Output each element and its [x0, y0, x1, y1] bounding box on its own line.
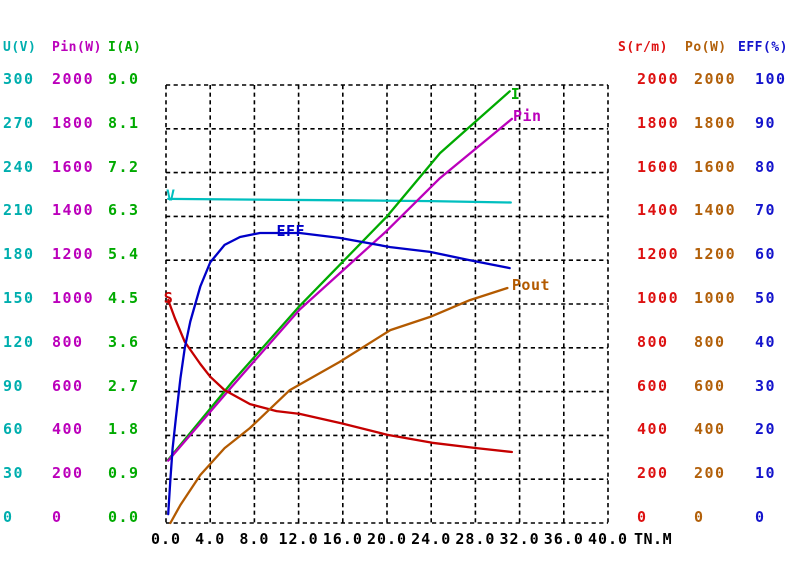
y-axis-tick: 70 [755, 201, 777, 220]
y-axis-tick: 400 [52, 420, 84, 439]
x-axis-tick: 40.0 [587, 530, 629, 548]
x-axis-tick: 20.0 [366, 530, 408, 548]
y-axis-tick: 60 [3, 420, 25, 439]
y-axis-tick: 200 [637, 464, 669, 483]
y-axis-tick: 1200 [694, 245, 737, 264]
y-axis-tick: 600 [637, 376, 669, 395]
y-axis-tick: 400 [694, 420, 726, 439]
left-axis-header-uv: U(V) [3, 40, 37, 55]
y-axis-tick: 1200 [637, 245, 680, 264]
x-axis-tick: 36.0 [543, 530, 584, 548]
left-axis-header-ia: I(A) [108, 40, 142, 55]
x-axis-tick: 24.0 [411, 530, 452, 548]
y-axis-tick: 2000 [637, 70, 680, 88]
curve-label-i: I [511, 85, 521, 103]
y-axis-tick: 2.7 [108, 376, 140, 395]
x-axis-tick: 0.0 [150, 530, 182, 548]
x-axis-tick: 8.0 [239, 530, 270, 548]
y-axis-tick: 30 [3, 464, 25, 483]
y-axis-tick: 1400 [694, 201, 737, 220]
y-axis-tick: 5.4 [108, 245, 140, 264]
y-axis-tick: 600 [52, 376, 84, 395]
y-axis-tick: 8.1 [108, 113, 140, 132]
y-axis-tick: 20 [755, 420, 777, 439]
curve-label-s: S [164, 289, 174, 307]
y-axis-tick: 0.0 [108, 508, 140, 526]
y-axis-tick: 90 [3, 376, 25, 395]
y-axis-tick: 1800 [52, 113, 95, 132]
y-axis-tick: 10 [755, 464, 777, 483]
y-axis-tick: 0.9 [108, 464, 140, 483]
right-axis-header-pow: Po(W) [685, 40, 727, 55]
curve-i [167, 90, 511, 461]
y-axis-tick: 100 [755, 70, 787, 88]
y-axis-tick: 0 [694, 508, 705, 526]
y-axis-tick: 180 [3, 245, 35, 264]
y-axis-tick: 0 [3, 508, 14, 526]
y-axis-tick: 300 [3, 70, 35, 88]
y-axis-tick: 1200 [52, 245, 95, 264]
y-axis-tick: 1600 [637, 157, 680, 176]
curve-v [167, 197, 512, 204]
y-axis-tick: 7.2 [108, 157, 140, 176]
y-axis-tick: 60 [755, 245, 777, 264]
x-axis-unit-label: TN.M [634, 530, 673, 548]
y-axis-tick: 600 [694, 376, 726, 395]
y-axis-tick: 1600 [52, 157, 95, 176]
y-axis-tick: 120 [3, 332, 35, 351]
x-axis-tick: 32.0 [499, 530, 540, 548]
curve-label-pin: Pin [513, 107, 542, 125]
x-axis-tick: 12.0 [278, 530, 319, 548]
curve-label-eff: EFF [277, 222, 306, 240]
y-axis-tick: 50 [755, 289, 777, 307]
curve-label-pout: Pout [512, 276, 550, 294]
y-axis-tick: 1800 [694, 113, 737, 132]
curve-pin [167, 117, 514, 462]
y-axis-tick: 1600 [694, 157, 737, 176]
y-axis-tick: 1000 [637, 289, 680, 307]
curve-s [167, 298, 514, 454]
y-axis-tick: 9.0 [108, 70, 140, 88]
right-axis-header-srm: S(r/m) [618, 40, 668, 55]
y-axis-tick: 1400 [52, 201, 95, 220]
y-axis-tick: 800 [694, 332, 726, 351]
y-axis-tick: 1.8 [108, 420, 140, 439]
y-axis-tick: 1000 [694, 289, 737, 307]
y-axis-tick: 270 [3, 113, 35, 132]
y-axis-tick: 4.5 [108, 289, 140, 307]
y-axis-tick: 400 [637, 420, 669, 439]
right-axis-header-eff: EFF(%) [738, 40, 788, 55]
y-axis-tick: 800 [52, 332, 84, 351]
y-axis-tick: 0 [52, 508, 63, 526]
y-axis-tick: 6.3 [108, 201, 140, 220]
y-axis-tick: 2000 [52, 70, 95, 88]
left-axis-header-pinw: Pin(W) [52, 40, 102, 55]
y-axis-tick: 200 [694, 464, 726, 483]
y-axis-tick: 240 [3, 157, 35, 176]
y-axis-tick: 210 [3, 201, 35, 220]
y-axis-tick: 3.6 [108, 332, 140, 351]
y-axis-tick: 800 [637, 332, 669, 351]
y-axis-tick: 90 [755, 113, 777, 132]
y-axis-tick: 200 [52, 464, 84, 483]
y-axis-tick: 80 [755, 157, 777, 176]
x-axis-tick: 28.0 [455, 530, 496, 548]
y-axis-tick: 0 [755, 508, 766, 526]
curve-label-v: V [166, 186, 176, 204]
y-axis-tick: 1000 [52, 289, 95, 307]
y-axis-tick: 2000 [694, 70, 737, 88]
y-axis-tick: 0 [637, 508, 648, 526]
grid-lines [165, 84, 609, 524]
y-axis-tick: 30 [755, 376, 777, 395]
x-axis-tick: 4.0 [195, 530, 226, 548]
curve-eff [167, 231, 511, 516]
y-axis-tick: 40 [755, 332, 777, 351]
y-axis-tick: 150 [3, 289, 35, 307]
x-axis-tick: 16.0 [322, 530, 363, 548]
y-axis-tick: 1800 [637, 113, 680, 132]
y-axis-tick: 1400 [637, 201, 680, 220]
curve-pout [169, 286, 509, 525]
